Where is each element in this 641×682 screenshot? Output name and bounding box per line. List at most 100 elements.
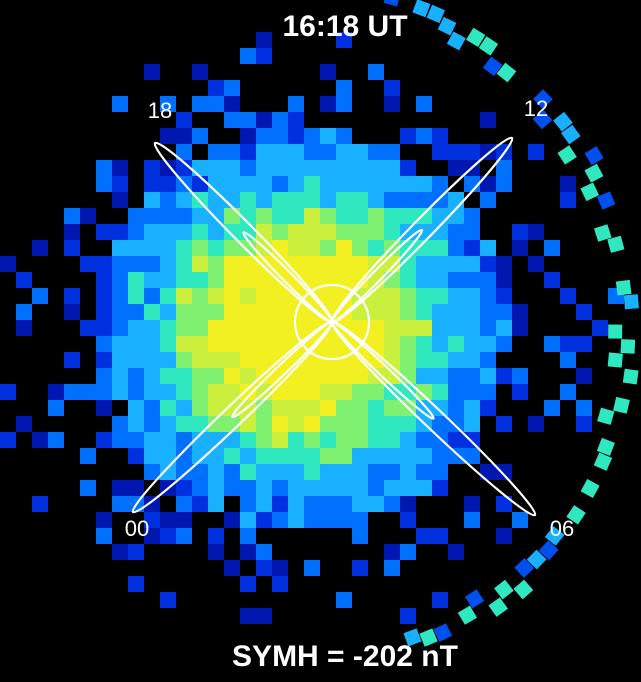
pixel bbox=[208, 352, 224, 368]
pixel bbox=[432, 272, 448, 288]
pixel bbox=[480, 304, 496, 320]
pixel bbox=[288, 208, 304, 224]
pixel bbox=[320, 464, 336, 480]
pixel bbox=[256, 176, 272, 192]
pixel bbox=[208, 240, 224, 256]
pixel bbox=[416, 192, 432, 208]
pixel bbox=[623, 369, 639, 385]
pixel bbox=[544, 336, 560, 352]
pixel bbox=[192, 272, 208, 288]
pixel bbox=[400, 496, 416, 512]
pixel bbox=[240, 272, 256, 288]
pixel bbox=[272, 192, 288, 208]
pixel bbox=[416, 464, 432, 480]
pixel bbox=[160, 320, 176, 336]
pixel bbox=[416, 480, 432, 496]
pixel bbox=[208, 528, 224, 544]
pixel bbox=[272, 288, 288, 304]
pixel bbox=[112, 192, 128, 208]
lt-label: 12 bbox=[524, 96, 548, 121]
pixel bbox=[464, 400, 480, 416]
pixel bbox=[256, 416, 272, 432]
pixel bbox=[336, 96, 352, 112]
pixel bbox=[464, 368, 480, 384]
pixel bbox=[192, 176, 208, 192]
pixel bbox=[112, 96, 128, 112]
pixel bbox=[448, 320, 464, 336]
pixel bbox=[304, 256, 320, 272]
pixel bbox=[192, 352, 208, 368]
pixel bbox=[320, 192, 336, 208]
pixel bbox=[304, 160, 320, 176]
pixel bbox=[128, 208, 144, 224]
pixel bbox=[256, 48, 272, 64]
pixel bbox=[128, 272, 144, 288]
pixel bbox=[304, 144, 320, 160]
pixel bbox=[160, 400, 176, 416]
pixel bbox=[16, 320, 32, 336]
pixel bbox=[192, 96, 208, 112]
pixel bbox=[144, 176, 160, 192]
pixel bbox=[288, 464, 304, 480]
pixel bbox=[416, 448, 432, 464]
pixel bbox=[384, 480, 400, 496]
pixel bbox=[352, 256, 368, 272]
pixel bbox=[192, 256, 208, 272]
pixel bbox=[256, 496, 272, 512]
pixel bbox=[240, 480, 256, 496]
pixel bbox=[464, 496, 480, 512]
pixel bbox=[240, 112, 256, 128]
pixel bbox=[272, 144, 288, 160]
pixel bbox=[320, 368, 336, 384]
pixel bbox=[368, 144, 384, 160]
pixel bbox=[224, 160, 240, 176]
pixel bbox=[160, 224, 176, 240]
pixel bbox=[128, 256, 144, 272]
pixel bbox=[304, 400, 320, 416]
pixel bbox=[288, 368, 304, 384]
pixel bbox=[256, 464, 272, 480]
pixel bbox=[272, 560, 288, 576]
pixel bbox=[320, 128, 336, 144]
pixel bbox=[96, 176, 112, 192]
pixel bbox=[304, 432, 320, 448]
pixel bbox=[176, 400, 192, 416]
pixel bbox=[96, 336, 112, 352]
pixel bbox=[400, 160, 416, 176]
pixel bbox=[416, 128, 432, 144]
pixel bbox=[621, 339, 636, 354]
pixel bbox=[256, 192, 272, 208]
pixel bbox=[144, 448, 160, 464]
pixel bbox=[16, 416, 32, 432]
pixel bbox=[208, 320, 224, 336]
pixel bbox=[496, 256, 512, 272]
pixel bbox=[480, 240, 496, 256]
pixel bbox=[64, 304, 80, 320]
pixel bbox=[96, 224, 112, 240]
pixel bbox=[464, 352, 480, 368]
pixel bbox=[256, 32, 272, 48]
pixel bbox=[160, 592, 176, 608]
pixel bbox=[224, 256, 240, 272]
pixel bbox=[448, 272, 464, 288]
pixel bbox=[256, 560, 272, 576]
pixel bbox=[112, 160, 128, 176]
pixel bbox=[128, 240, 144, 256]
pixel bbox=[272, 128, 288, 144]
pixel bbox=[432, 336, 448, 352]
pixel bbox=[400, 176, 416, 192]
pixel bbox=[272, 496, 288, 512]
pixel bbox=[512, 240, 528, 256]
pixel bbox=[480, 400, 496, 416]
pixel bbox=[368, 208, 384, 224]
pixel bbox=[176, 112, 192, 128]
pixel bbox=[224, 176, 240, 192]
pixel bbox=[144, 256, 160, 272]
pixel bbox=[496, 416, 512, 432]
pixel bbox=[96, 352, 112, 368]
pixel bbox=[192, 240, 208, 256]
pixel bbox=[400, 288, 416, 304]
pixel bbox=[80, 256, 96, 272]
pixel bbox=[448, 192, 464, 208]
pixel bbox=[320, 160, 336, 176]
